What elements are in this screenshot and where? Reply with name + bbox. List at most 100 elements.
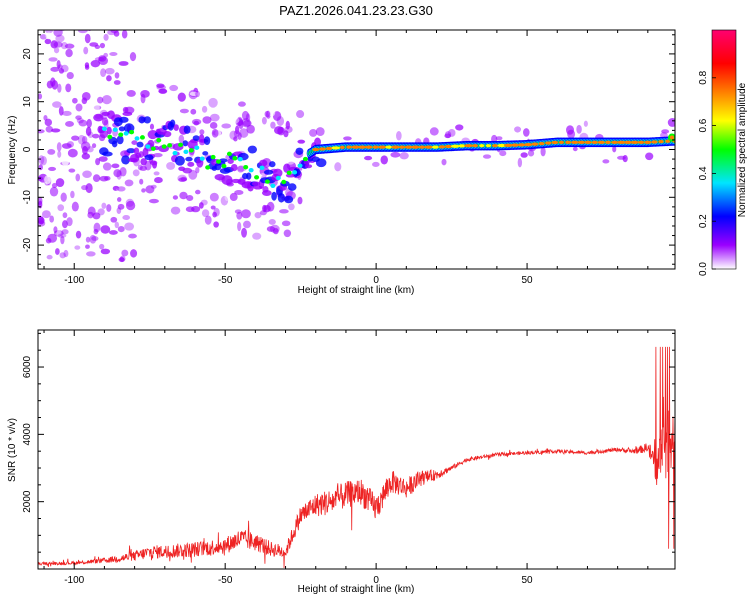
spectral-blob (74, 245, 81, 250)
spectral-blob (565, 140, 572, 144)
spectral-blob (38, 220, 46, 227)
spectral-blob (110, 216, 118, 223)
spectral-blob (67, 148, 78, 158)
spectral-blob (264, 110, 271, 118)
spectral-blob (93, 102, 100, 112)
spectral-blob (92, 174, 101, 182)
spectral-blob (195, 90, 200, 98)
spectral-blob (40, 155, 47, 166)
spectral-blob (129, 51, 137, 62)
spectral-blob (167, 85, 176, 95)
spectral-blob (325, 146, 333, 151)
spectral-blob (178, 134, 185, 144)
snr-x-tick-label: -100 (64, 575, 84, 586)
spectral-blob (213, 221, 219, 228)
spectral-blob (202, 151, 209, 156)
snr-x-tick-label: 0 (373, 575, 379, 586)
spectral-blob (87, 131, 94, 138)
spectral-blob (540, 146, 546, 157)
spectral-blob (458, 144, 466, 148)
spectral-blob (116, 135, 124, 145)
spectral-blob (118, 132, 124, 137)
snr-y-tick-label: 6000 (22, 355, 33, 378)
spectral-blob (584, 140, 592, 144)
spectral-blob (44, 118, 53, 127)
spectral-blob (283, 130, 289, 138)
spectral-blob (219, 158, 228, 163)
spectral-blob (95, 157, 101, 166)
spectral-blob (234, 190, 244, 196)
spectral-blob (46, 80, 54, 89)
spectral-blob (277, 192, 285, 203)
spectral-blob (252, 232, 262, 240)
spectral-blob (266, 201, 275, 212)
spectral-blob (121, 155, 130, 165)
spectral-blob (665, 139, 671, 143)
spectral-blob (292, 170, 298, 175)
spectral-blob (89, 69, 97, 76)
spectral-blob (208, 97, 218, 108)
spectral-blob (297, 139, 306, 144)
spectral-blob (112, 185, 120, 191)
spectral-blob (198, 202, 204, 209)
spectral-blob (485, 144, 492, 148)
spectral-blob (50, 66, 60, 72)
spectral-blob (377, 145, 387, 149)
spectral-blob (243, 164, 249, 170)
spectral-blob (121, 30, 128, 39)
spectral-blob (331, 146, 341, 150)
spectral-blob (59, 21, 65, 26)
spectral-blob (49, 215, 55, 223)
spectral-blob (637, 140, 645, 144)
spectral-blob (623, 140, 632, 144)
spectral-blob (58, 19, 62, 28)
spectral-blob (192, 135, 200, 141)
spectral-blob (85, 183, 93, 194)
spectral-blob (98, 156, 108, 162)
spectral-blob (272, 150, 278, 159)
spectral-blob (144, 175, 153, 182)
spectral-blob (235, 125, 240, 135)
colorbar: 0.0 0.2 0.4 0.6 0.8 Normalized spectral ampl… (698, 29, 748, 276)
spectral-blob (631, 134, 641, 139)
spectral-blob (304, 164, 313, 169)
spectral-blob (283, 163, 291, 173)
spectral-blob (40, 17, 45, 26)
spectral-blob (272, 168, 283, 178)
spectral-blob (195, 166, 200, 174)
spectral-blob (171, 180, 177, 190)
spectral-blob (75, 230, 82, 239)
spectral-blob (149, 123, 155, 130)
spectral-blob (309, 129, 318, 137)
spectral-blob (297, 163, 303, 168)
spectral-blob (158, 88, 168, 94)
spectral-blob (51, 182, 58, 189)
spectral-blob (57, 204, 65, 212)
spectral-blob (591, 140, 598, 144)
spectral-blob (261, 116, 267, 125)
spectral-blob (65, 48, 73, 58)
spectral-blob (270, 121, 276, 129)
spectral-blob (99, 42, 106, 49)
spectral-blob (169, 84, 179, 92)
spectral-blob (99, 243, 105, 250)
spectral-blob (139, 165, 148, 171)
spectral-blob (179, 108, 189, 114)
spectral-blob (572, 146, 578, 152)
spectral-blob (60, 192, 67, 202)
spectral-blob (497, 143, 507, 148)
spectral-blob (116, 186, 126, 192)
snr-x-tick-label: -50 (218, 575, 233, 586)
spectral-blob (91, 143, 97, 149)
spectral-blob (622, 155, 628, 163)
spectral-blob (523, 128, 530, 137)
spectral-blob (126, 89, 136, 97)
spectral-blob (139, 135, 145, 140)
spectral-blob (367, 129, 373, 134)
spectral-blob (241, 118, 251, 128)
spectral-blob (65, 121, 74, 127)
spectral-blob (140, 90, 150, 98)
spectral-blob (213, 207, 220, 217)
spectral-blob (221, 163, 227, 169)
